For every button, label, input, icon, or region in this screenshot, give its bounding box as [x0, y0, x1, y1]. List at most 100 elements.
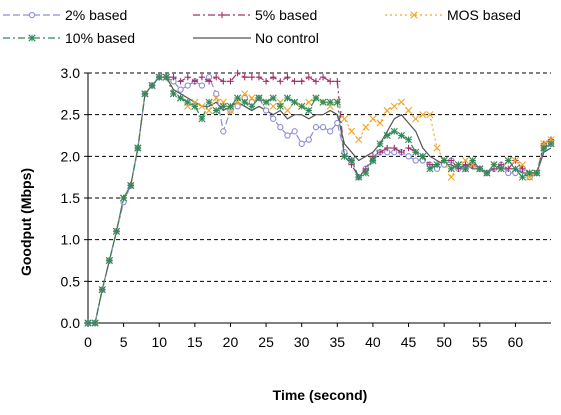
data-point-10-based: [298, 102, 306, 110]
series-line-10-based: [88, 76, 552, 324]
data-point-5-based: [262, 78, 270, 85]
x-tick-label: 40: [365, 334, 381, 350]
data-point-5-based: [505, 165, 512, 173]
data-point-mos-based: [212, 94, 220, 102]
data-point-10-based: [248, 102, 256, 110]
data-point-10-based: [426, 165, 434, 173]
x-tick-label: 35: [330, 334, 346, 350]
x-tick-label: 50: [436, 334, 452, 350]
data-point-10-based: [540, 144, 548, 152]
data-point-mos-based: [376, 119, 384, 127]
data-point-10-based: [91, 319, 99, 327]
series-line-no-control: [88, 76, 552, 324]
data-point-10-based: [212, 106, 220, 115]
data-point-10-based: [326, 98, 334, 106]
series-mos-based: [84, 73, 555, 327]
data-point-10-based: [127, 181, 135, 190]
chart-legend: 2% based 5% based MOS based 10% based No con…: [3, 7, 521, 46]
data-point-mos-based: [447, 173, 455, 181]
data-point-10-based: [404, 136, 413, 144]
data-point-5-based: [312, 78, 320, 85]
data-point-2-based: [319, 124, 327, 131]
data-point-2-based: [312, 124, 320, 131]
data-point-mos-based: [461, 156, 470, 165]
y-tick-label: 2.0: [61, 148, 81, 164]
data-point-mos-based: [362, 123, 370, 131]
data-point-mos-based: [340, 115, 349, 123]
data-point-10-based: [355, 173, 363, 181]
x-tick-label: 0: [84, 334, 92, 350]
data-point-10-based: [226, 102, 235, 110]
data-point-10-based: [333, 98, 341, 106]
data-point-5-based: [398, 148, 405, 156]
data-point-10-based: [340, 152, 349, 160]
tick-labels: 0.0 0.5 1.0 1.5 2.0 2.5 3.0 0 5 10 15 20 25 30 35 40 45 5…: [61, 65, 524, 350]
data-point-10-based: [419, 152, 427, 160]
x-tick-label: 55: [472, 334, 488, 350]
data-point-mos-based: [198, 102, 206, 110]
data-point-10-based: [233, 94, 242, 102]
x-tick-label: 60: [508, 334, 524, 350]
data-point-mos-based: [511, 156, 519, 165]
data-point-10-based: [383, 131, 391, 140]
data-point-mos-based: [383, 106, 391, 115]
legend-marker: [218, 11, 226, 19]
data-point-mos-based: [347, 127, 356, 135]
data-point-10-based: [397, 131, 406, 140]
data-point-5-based: [334, 78, 341, 85]
data-point-10-based: [84, 319, 92, 327]
data-point-10-based: [447, 165, 455, 173]
x-axis-title: Time (second): [273, 387, 368, 403]
x-tick-label: 30: [294, 334, 310, 350]
data-point-10-based: [141, 90, 149, 98]
data-point-10-based: [461, 165, 470, 173]
legend-item-5-based: 5% based: [193, 7, 317, 23]
data-point-10-based: [497, 165, 505, 173]
data-point-5-based: [234, 69, 241, 77]
data-point-5-based: [298, 78, 305, 85]
data-point-10-based: [412, 148, 420, 156]
data-point-5-based: [177, 78, 184, 85]
data-point-5-based: [270, 73, 277, 81]
series-no-control: [88, 76, 552, 324]
data-point-10-based: [483, 169, 491, 177]
data-point-mos-based: [369, 115, 377, 123]
legend-item-no-control: No control: [193, 30, 319, 46]
data-point-5-based: [383, 144, 391, 152]
data-point-10-based: [390, 127, 398, 135]
data-point-2-based: [177, 86, 184, 93]
y-tick-label: 1.0: [61, 232, 81, 248]
data-point-5-based: [191, 78, 199, 85]
data-point-10-based: [98, 286, 106, 294]
x-tick-label: 10: [151, 334, 167, 350]
data-point-2-based: [305, 136, 312, 143]
data-point-mos-based: [269, 102, 277, 110]
data-point-10-based: [162, 73, 170, 81]
data-point-10-based: [283, 94, 292, 102]
data-point-2-based: [327, 128, 334, 135]
data-point-mos-based: [283, 106, 292, 115]
legend-item-mos-based: MOS based: [385, 7, 521, 23]
data-point-mos-based: [433, 144, 441, 152]
data-point-10-based: [255, 94, 263, 102]
data-point-10-based: [198, 115, 206, 123]
data-point-10-based: [469, 156, 477, 165]
data-point-5-based: [213, 73, 220, 81]
legend-label: 10% based: [65, 30, 135, 46]
data-point-2-based: [284, 132, 291, 139]
legend-marker: [28, 34, 36, 42]
data-point-10-based: [262, 98, 270, 106]
data-point-10-based: [290, 98, 299, 106]
data-point-5-based: [255, 73, 263, 81]
data-point-10-based: [184, 98, 192, 106]
data-point-10-based: [533, 169, 541, 177]
data-point-mos-based: [248, 94, 256, 102]
data-point-10-based: [312, 94, 320, 102]
y-tick-label: 3.0: [61, 65, 81, 81]
grid-lines: [88, 72, 551, 282]
data-point-10-based: [376, 140, 384, 148]
data-point-10-based: [155, 73, 163, 81]
data-point-mos-based: [518, 161, 527, 169]
data-point-10-based: [120, 194, 128, 202]
